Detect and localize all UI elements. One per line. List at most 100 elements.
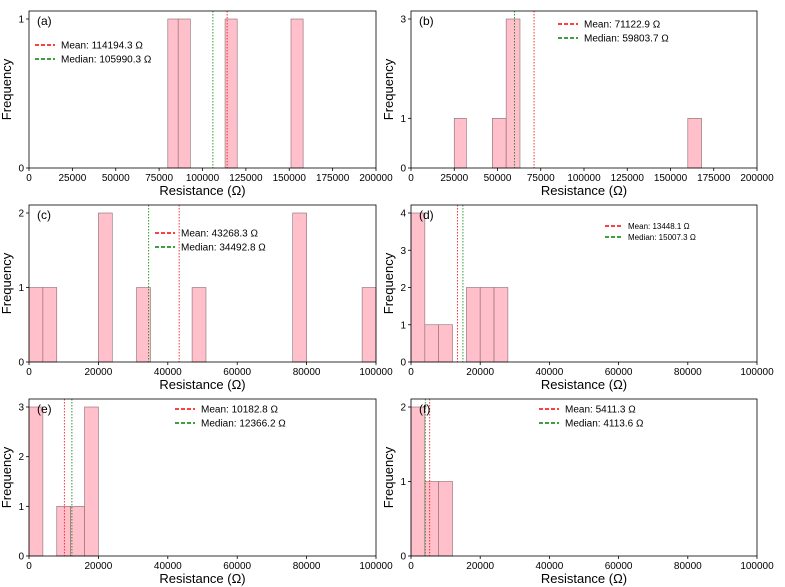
x-axis-label: Resistance (Ω) [541,571,627,586]
x-tick-label: 100000 [740,367,774,378]
x-tick-label: 20000 [466,367,494,378]
y-tick-label: 0 [400,358,406,369]
x-tick-label: 40000 [535,367,563,378]
y-tick-label: 0 [400,164,406,175]
legend-median-label: Median: 105990.3 Ω [61,55,152,66]
x-tick-label: 0 [408,367,414,378]
histogram-bar [167,18,179,169]
histogram-bar [361,287,377,363]
histogram-bar [84,406,99,557]
y-tick-label: 4 [400,209,406,220]
histogram-bar [28,406,44,557]
histogram-bar [290,18,304,169]
y-tick-label: 1 [18,15,24,26]
legend-median-label: Median: 4113.6 Ω [565,419,644,430]
y-tick-label: 3 [400,246,406,257]
x-tick-label: 80000 [674,561,702,572]
x-tick-label: 20000 [466,561,494,572]
x-tick-label: 20000 [84,561,112,572]
y-tick-label: 2 [18,209,24,220]
legend-mean-label: Mean: 71122.9 Ω [584,20,661,31]
y-tick-label: 1 [400,477,406,488]
x-tick-label: 75000 [145,173,173,184]
y-axis-label: Frequency [0,446,14,508]
y-tick-label: 1 [18,283,24,294]
x-tick-label: 50000 [484,173,512,184]
histogram-bar [687,118,702,169]
legend: Mean: 10182.8 Ω Median: 12366.2 Ω [175,405,286,430]
x-tick-label: 200000 [740,173,774,184]
x-tick-label: 40000 [535,561,563,572]
histogram-bar [98,212,113,363]
histogram-bar [70,506,85,557]
x-tick-label: 60000 [605,561,633,572]
x-tick-label: 75000 [527,173,555,184]
x-tick-label: 150000 [273,173,307,184]
x-axis-label: Resistance (Ω) [159,377,245,392]
histogram-bar [505,18,521,169]
y-tick-label: 2 [400,283,406,294]
y-axis-label: Frequency [381,58,396,120]
x-tick-label: 125000 [611,173,645,184]
plot-frame [410,204,758,363]
plot-frame [410,398,758,557]
legend-mean-label: Mean: 10182.8 Ω [201,405,278,416]
x-tick-label: 100000 [740,561,774,572]
y-axis-label: Frequency [0,252,14,314]
histogram-bar [424,481,439,557]
histogram-bar [438,481,453,557]
panel-label: (b) [419,14,434,28]
x-tick-label: 40000 [154,367,182,378]
x-tick-label: 175000 [697,173,731,184]
chart-panel-c: 0 20000 40000 60000 80000 100000 0 1 2 Resistance… [0,204,393,392]
x-tick-label: 100000 [567,173,601,184]
legend-median-label: Median: 34492.8 Ω [181,243,266,254]
histogram-bar [42,287,58,363]
legend: Mean: 71122.9 Ω Median: 59803.7 Ω [558,20,669,45]
panel-label: (c) [37,208,51,222]
legend: Mean: 5411.3 Ω Median: 4113.6 Ω [539,405,644,430]
histogram-bar [424,324,439,363]
x-tick-label: 25000 [440,173,468,184]
histogram-bar [177,18,191,169]
histogram-bar [292,212,307,363]
x-tick-label: 0 [26,173,32,184]
x-tick-label: 80000 [674,367,702,378]
chart-panel-f: 0 20000 40000 60000 80000 100000 0 1 2 Resistance… [381,398,774,586]
x-axis-label: Resistance (Ω) [541,183,627,198]
x-axis-label: Resistance (Ω) [159,571,245,586]
x-tick-label: 100000 [359,367,393,378]
x-tick-label: 200000 [359,173,393,184]
chart-panel-e: 0 20000 40000 60000 80000 100000 0 1 2 3 Resistanc… [0,398,393,586]
legend-mean-label: Mean: 5411.3 Ω [565,405,636,416]
histogram-bar [479,287,495,363]
legend: Mean: 13448.1 Ω Median: 15007.3 Ω [605,222,696,242]
y-tick-label: 0 [18,164,24,175]
chart-panel-a: 0 25000 50000 75000 100000 125000 150000 175000… [0,10,393,198]
legend-mean-label: Mean: 114194.3 Ω [61,41,143,52]
chart-panel-b: 0 25000 50000 75000 100000 125000 150000 175000… [381,10,774,198]
x-tick-label: 0 [26,367,32,378]
legend: Mean: 43268.3 Ω Median: 34492.8 Ω [155,229,266,254]
x-tick-label: 175000 [316,173,350,184]
x-tick-label: 100000 [186,173,220,184]
chart-panel-d: 0 20000 40000 60000 80000 100000 0 1 2 3 4 Resistan… [381,204,774,392]
x-tick-label: 60000 [223,367,251,378]
x-tick-label: 80000 [293,561,321,572]
x-tick-label: 25000 [58,173,86,184]
plot-frame [28,10,377,169]
histogram-bar [28,287,44,363]
histogram-bar [438,324,453,363]
x-tick-label: 80000 [293,367,321,378]
panel-label: (a) [37,14,52,28]
y-tick-label: 3 [400,15,406,26]
x-tick-label: 100000 [359,561,393,572]
x-tick-label: 0 [26,561,32,572]
y-tick-label: 1 [400,320,406,331]
histogram-bar [466,287,481,363]
panel-label: (e) [37,402,52,416]
x-tick-label: 50000 [102,173,130,184]
histogram-bar [492,118,507,169]
y-axis-label: Frequency [381,446,396,508]
